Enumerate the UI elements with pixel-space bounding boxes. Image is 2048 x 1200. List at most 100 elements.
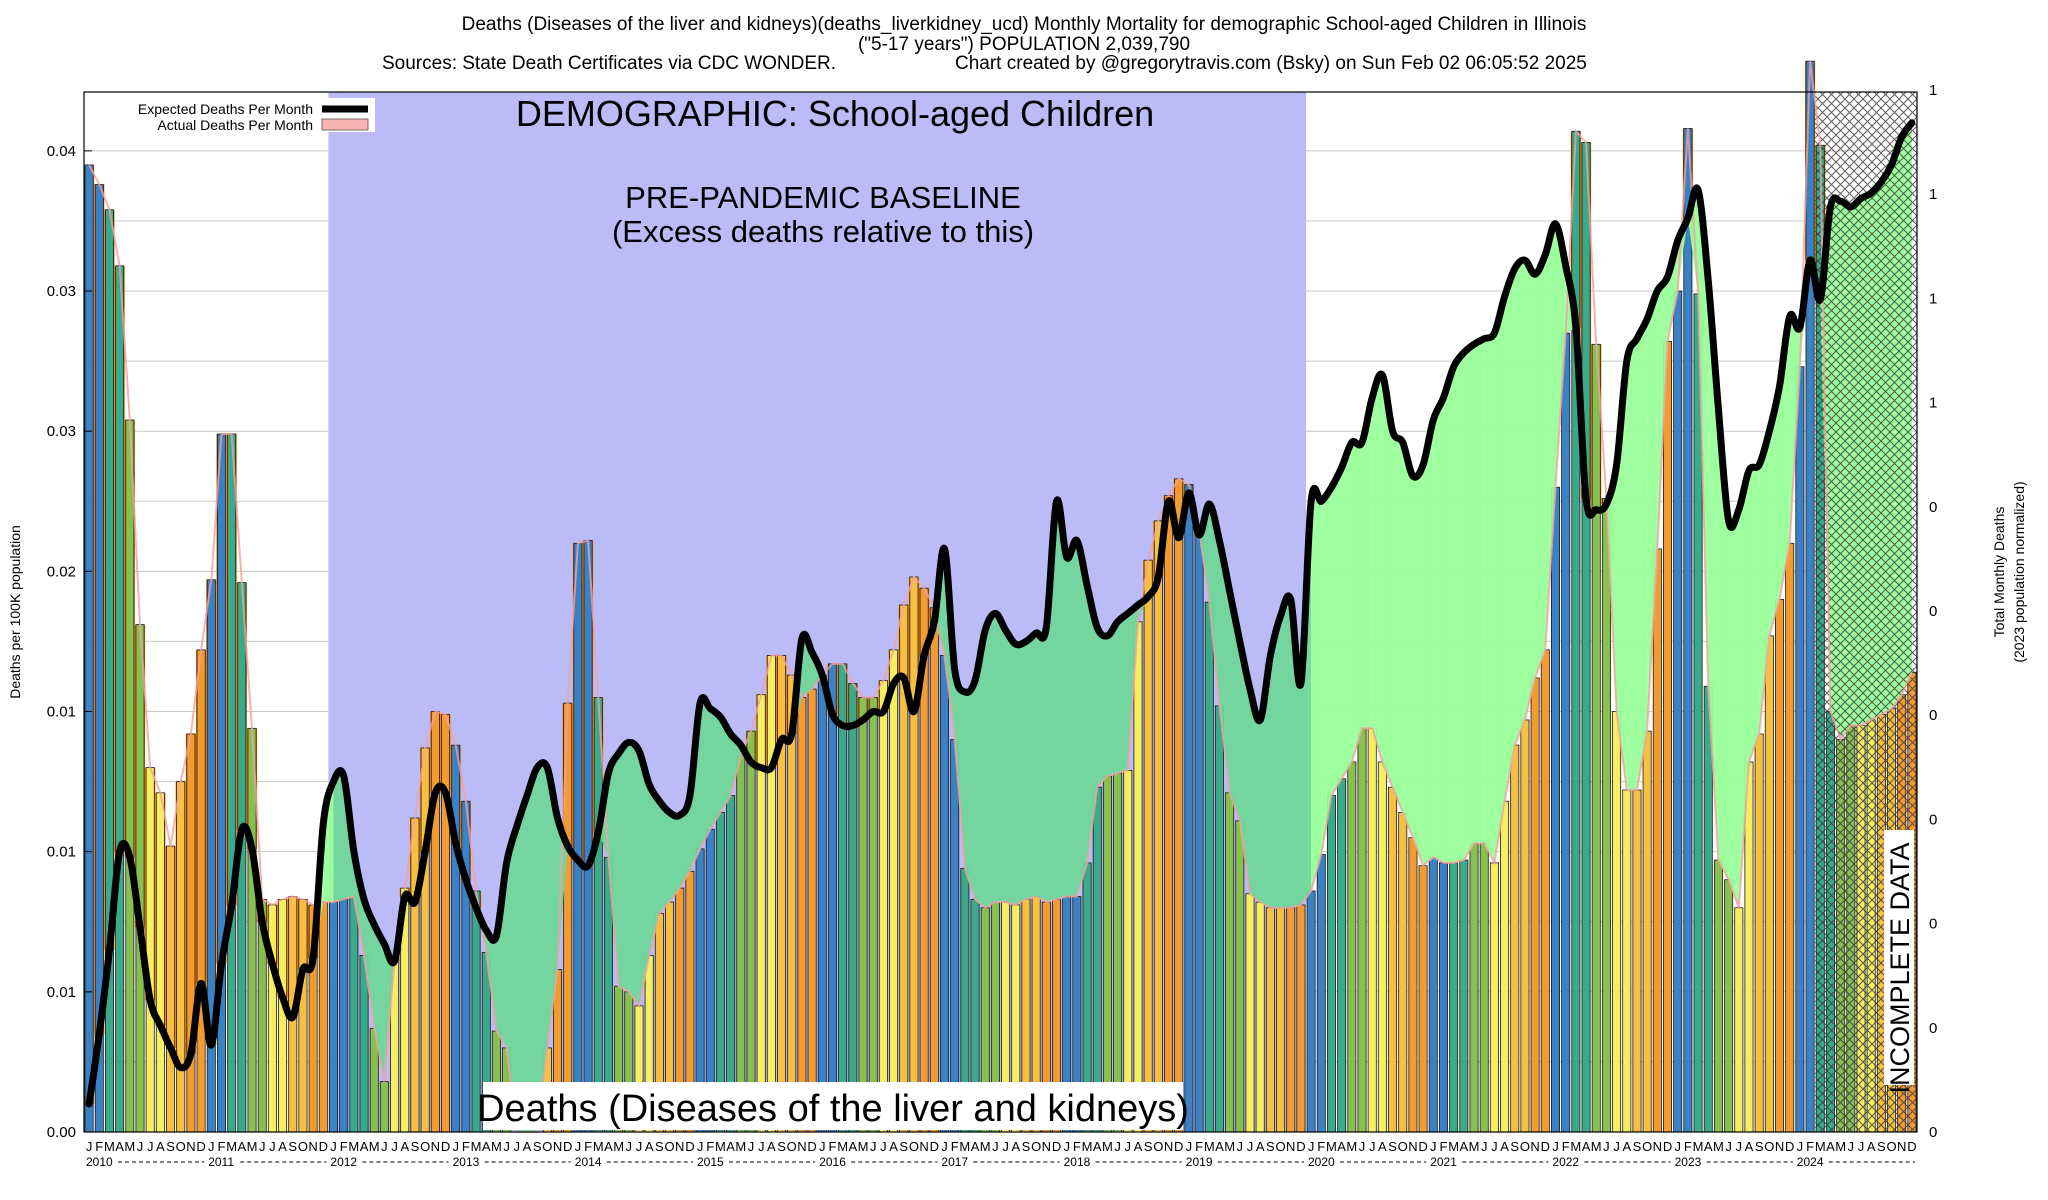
bar-actual: [328, 901, 338, 1133]
bar-actual: [196, 649, 206, 1133]
month-tick-label: M: [980, 1139, 991, 1154]
month-tick-label: F: [584, 1139, 592, 1154]
month-tick-label: M: [1224, 1139, 1235, 1154]
bar-actual: [1540, 649, 1550, 1133]
bar-actual: [1347, 761, 1357, 1133]
year-tick-label: 2023: [1675, 1155, 1702, 1169]
month-tick-label: A: [1622, 1139, 1631, 1154]
bar-actual: [1398, 812, 1408, 1133]
month-tick-label: A: [360, 1139, 369, 1154]
month-tick-label: J: [992, 1139, 999, 1154]
month-tick-label: S: [1022, 1139, 1031, 1154]
excess-area: [679, 795, 690, 889]
excess-area: [364, 899, 375, 1029]
excess-area: [1626, 338, 1637, 791]
month-tick-label: J: [626, 1139, 633, 1154]
excess-area: [1402, 442, 1413, 838]
excess-area: [1769, 386, 1780, 636]
month-tick-label: J: [1359, 1139, 1366, 1154]
excess-area: [333, 775, 344, 903]
month-tick-label: D: [1052, 1139, 1061, 1154]
bar-actual: [1367, 727, 1377, 1133]
month-tick-label: M: [715, 1139, 726, 1154]
bar-actual: [1306, 890, 1316, 1133]
y2tick-label: 0: [1929, 603, 1937, 620]
month-tick-label: A: [767, 1139, 776, 1154]
excess-area: [1372, 375, 1383, 762]
chart-sources: Sources: State Death Certificates via CD…: [382, 53, 837, 74]
month-tick-label: J: [1114, 1139, 1121, 1154]
excess-area: [710, 708, 721, 830]
month-tick-label: N: [1775, 1139, 1784, 1154]
month-tick-label: M: [226, 1139, 237, 1154]
month-tick-label: D: [1296, 1139, 1305, 1154]
bar-actual: [1235, 820, 1245, 1133]
bar-actual: [1469, 842, 1479, 1133]
month-tick-label: J: [758, 1139, 765, 1154]
excess-area: [1667, 240, 1678, 342]
excess-area: [608, 753, 619, 987]
month-tick-label: J: [1858, 1139, 1865, 1154]
y2tick-label: 0: [1929, 499, 1937, 516]
excess-area: [1545, 223, 1556, 650]
y-axis-label: Deaths per 100K population: [7, 525, 23, 699]
month-tick-label: J: [819, 1139, 826, 1154]
bar-actual: [1530, 677, 1540, 1133]
month-tick-label: M: [1591, 1139, 1602, 1154]
month-tick-label: A: [726, 1139, 735, 1154]
bar-actual: [1408, 837, 1418, 1133]
month-tick-label: J: [1125, 1139, 1132, 1154]
excess-area: [1412, 464, 1424, 866]
month-tick-label: M: [1693, 1139, 1704, 1154]
month-tick-label: M: [369, 1139, 380, 1154]
excess-area: [1433, 397, 1444, 863]
bar-actual: [1459, 859, 1469, 1133]
bar-actual: [1357, 727, 1367, 1133]
month-tick-label: A: [1582, 1139, 1591, 1154]
bar-actual: [1265, 907, 1275, 1133]
bar-actual: [1337, 778, 1347, 1133]
bar-actual: [1276, 907, 1286, 1133]
month-tick-label: O: [542, 1139, 552, 1154]
bar-actual: [827, 663, 837, 1133]
excess-area: [1239, 641, 1250, 894]
month-tick-label: S: [166, 1139, 175, 1154]
y2tick-label: 1: [1929, 186, 1937, 203]
month-tick-label: A: [1337, 1139, 1346, 1154]
month-tick-label: N: [186, 1139, 195, 1154]
month-tick-label: A: [1011, 1139, 1020, 1154]
month-tick-label: O: [1275, 1139, 1285, 1154]
month-tick-label: F: [217, 1139, 225, 1154]
bar-actual: [1143, 559, 1153, 1133]
month-tick-label: A: [645, 1139, 654, 1154]
bar-actual: [166, 845, 176, 1133]
month-tick-label: M: [247, 1139, 258, 1154]
bar-actual: [838, 663, 848, 1133]
month-tick-label: J: [330, 1139, 337, 1154]
excess-area: [954, 669, 965, 869]
plot-border: [83, 91, 1918, 1133]
month-tick-label: S: [1144, 1139, 1153, 1154]
month-tick-label: A: [1500, 1139, 1509, 1154]
month-tick-label: J: [147, 1139, 154, 1154]
bar-actual: [1642, 730, 1652, 1133]
month-tick-label: O: [1642, 1139, 1652, 1154]
excess-area: [1718, 408, 1729, 880]
excess-area: [1321, 487, 1332, 855]
bar-actual: [1214, 705, 1224, 1133]
bar-actual: [1428, 856, 1438, 1133]
bar-actual: [889, 649, 899, 1133]
bar-actual: [1184, 484, 1194, 1133]
month-tick-label: J: [1552, 1139, 1559, 1154]
month-tick-label: F: [1806, 1139, 1814, 1154]
year-tick-label: 2016: [819, 1155, 846, 1169]
month-tick-label: D: [1785, 1139, 1794, 1154]
month-tick-label: A: [238, 1139, 247, 1154]
excess-area: [1270, 616, 1281, 908]
chart-credit: Chart created by @gregorytravis.com (Bsk…: [955, 53, 1587, 74]
bar-actual: [817, 674, 827, 1133]
bar-actual: [1591, 343, 1601, 1133]
month-tick-label: F: [1317, 1139, 1325, 1154]
excess-area: [516, 795, 527, 1132]
month-tick-label: M: [735, 1139, 746, 1154]
